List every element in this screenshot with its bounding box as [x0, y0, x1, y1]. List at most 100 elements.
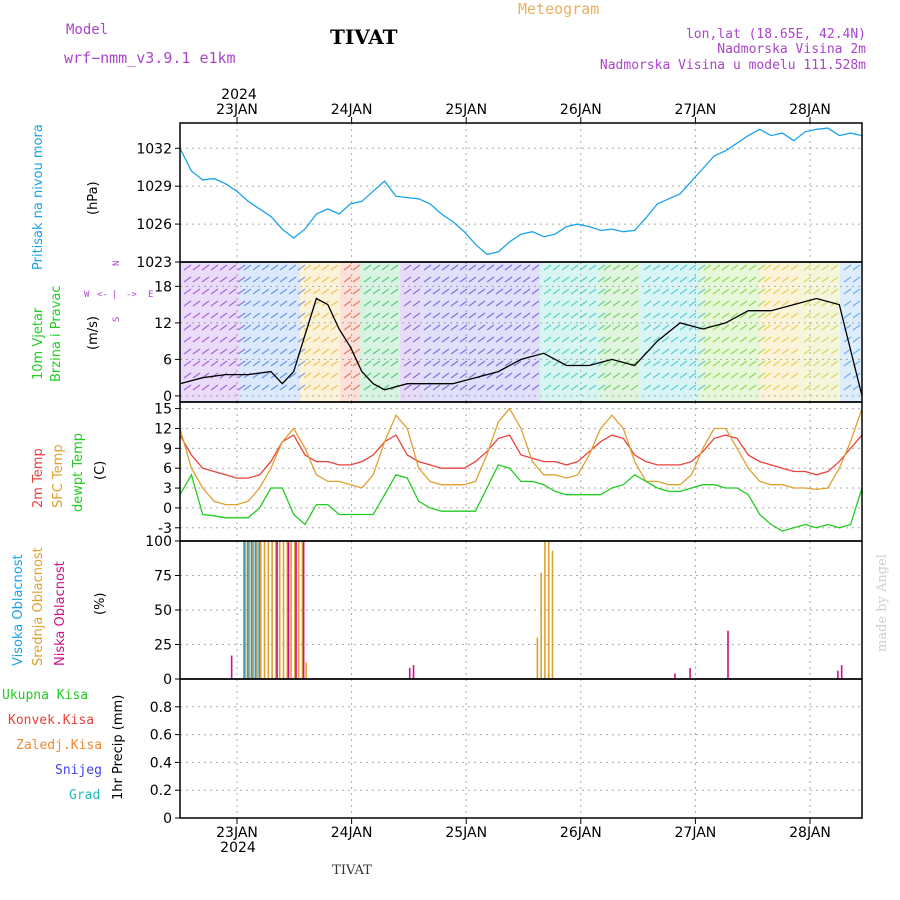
wind-barb — [486, 324, 495, 331]
svg-text:S: S — [112, 317, 122, 322]
wind-barb — [603, 300, 612, 307]
wind-barb — [343, 348, 352, 355]
wind-barb — [643, 324, 652, 331]
wind-barb — [790, 264, 799, 271]
wind-barb — [561, 312, 570, 319]
wind-barb — [183, 324, 192, 331]
wind-barb — [688, 264, 697, 271]
wind-barb — [450, 324, 459, 331]
wind-barb — [312, 312, 321, 319]
wind-barb — [279, 384, 288, 391]
wind-barb — [812, 360, 821, 367]
wind-barb — [543, 264, 552, 271]
wind-barb — [621, 312, 630, 319]
wind-barb — [579, 384, 588, 391]
wind-barb — [252, 348, 261, 355]
wind-barb — [679, 348, 688, 355]
wind-barb — [688, 384, 697, 391]
y-tick-label: -3 — [158, 521, 172, 537]
wind-barb — [228, 336, 237, 343]
wind-barb — [423, 360, 432, 367]
wind-barb — [543, 324, 552, 331]
wind-barb — [279, 324, 288, 331]
wind-barb — [588, 300, 597, 307]
wind-barb — [513, 360, 522, 367]
panel-frame — [179, 401, 863, 542]
wind-barb — [372, 348, 381, 355]
wind-barb — [652, 336, 661, 343]
wind-barb — [237, 348, 246, 355]
wind-barb — [237, 300, 246, 307]
wind-barb — [621, 348, 630, 355]
wind-barb — [495, 324, 504, 331]
wind-barb — [721, 384, 730, 391]
wind-barb — [790, 288, 799, 295]
wind-barb — [730, 324, 739, 331]
wind-barb — [423, 372, 432, 379]
wind-barb — [237, 288, 246, 295]
wind-barb — [381, 288, 390, 295]
wind-barb — [561, 348, 570, 355]
wind-barb — [381, 360, 390, 367]
wind-barb — [441, 384, 450, 391]
wind-barb — [321, 372, 330, 379]
wind-barb — [270, 264, 279, 271]
wind-barb — [643, 372, 652, 379]
wind-barb — [219, 312, 228, 319]
wind-barb — [450, 336, 459, 343]
wind-barb — [552, 348, 561, 355]
wind-barb — [679, 384, 688, 391]
wind-barb — [441, 300, 450, 307]
wind-barb — [612, 312, 621, 319]
wind-barb — [543, 288, 552, 295]
wind-barb — [688, 372, 697, 379]
y-tick-label: 0 — [163, 389, 172, 405]
wind-barb — [763, 300, 772, 307]
wind-barb — [183, 384, 192, 391]
wind-barb — [270, 300, 279, 307]
wind-barb — [261, 324, 270, 331]
wind-barb — [570, 288, 579, 295]
wind-barb — [288, 360, 297, 367]
wind-barb — [423, 312, 432, 319]
wind-barb — [432, 324, 441, 331]
wind-barb — [679, 276, 688, 283]
wind-barb — [543, 300, 552, 307]
wind-barb — [757, 384, 766, 391]
wind-barb — [757, 276, 766, 283]
wind-barb — [495, 264, 504, 271]
wind-barb — [703, 276, 712, 283]
wind-barb — [688, 324, 697, 331]
wind-barb — [252, 312, 261, 319]
wind-barb — [730, 264, 739, 271]
wind-barb — [812, 336, 821, 343]
wind-barb — [812, 324, 821, 331]
wind-barb — [423, 264, 432, 271]
wind-barb — [579, 324, 588, 331]
wind-barb — [643, 300, 652, 307]
wind-barb — [403, 264, 412, 271]
wind-barb — [830, 312, 839, 319]
wind-barb — [670, 264, 679, 271]
t2m-line — [179, 434, 863, 479]
wind-barb — [830, 336, 839, 343]
wind-barb — [522, 360, 531, 367]
wind-barb — [477, 324, 486, 331]
precip-snow-label: Snijeg — [55, 763, 102, 778]
wind-barb — [730, 288, 739, 295]
wind-barb — [552, 372, 561, 379]
y-tick-label: 100 — [145, 534, 172, 550]
wind-barb — [363, 348, 372, 355]
wind-barb — [513, 312, 522, 319]
wind-barb — [739, 360, 748, 367]
precip-unit: 1hr Precip (mm) — [111, 695, 126, 800]
wind-barb — [210, 276, 219, 283]
wind-barb — [261, 336, 270, 343]
wind-barb — [697, 324, 706, 331]
wind-barb — [279, 360, 288, 367]
wind-barb — [192, 372, 201, 379]
wind-barb — [522, 372, 531, 379]
wind-barb — [730, 336, 739, 343]
wind-barb — [363, 384, 372, 391]
wind-barb — [630, 324, 639, 331]
